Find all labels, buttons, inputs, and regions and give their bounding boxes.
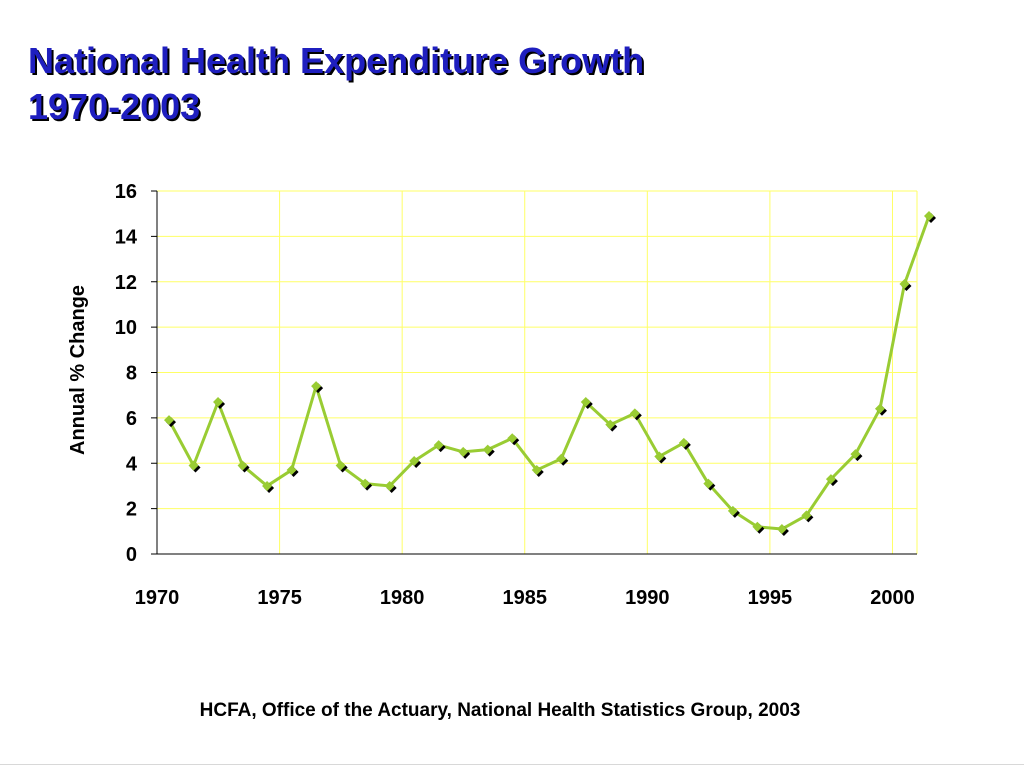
data-point <box>213 396 224 407</box>
x-tick-label: 2000 <box>870 587 915 609</box>
y-tick-label: 4 <box>126 453 138 475</box>
chart-axes <box>151 190 917 555</box>
data-point <box>678 437 689 448</box>
data-point <box>507 433 518 444</box>
chart-grid <box>157 190 918 554</box>
source-citation: HCFA, Office of the Actuary, National He… <box>199 700 801 721</box>
data-point <box>825 474 836 485</box>
y-tick-label: 14 <box>115 226 138 248</box>
chart-tick-labels: 0 2 4 6 8 10 12 14 16 1970 1975 1980 1985 1990 1995 200… <box>115 181 915 609</box>
slide-title-line-2: 1970-2003 <box>28 86 201 127</box>
x-tick-label: 1995 <box>748 587 793 609</box>
y-tick-label: 16 <box>115 181 137 203</box>
data-point <box>850 449 861 460</box>
bottom-divider <box>0 764 1024 765</box>
x-tick-label: 1970 <box>135 587 180 609</box>
line-chart: 0 2 4 6 8 10 12 14 16 1970 1975 1980 1985 1990 1995 200… <box>67 181 936 609</box>
data-point <box>286 465 297 476</box>
y-tick-label: 6 <box>126 408 137 430</box>
data-point <box>482 444 493 455</box>
data-point <box>801 510 812 521</box>
data-point <box>409 455 420 466</box>
x-tick-label: 1980 <box>380 587 425 609</box>
data-point <box>262 480 273 491</box>
data-point <box>556 453 567 464</box>
data-point <box>924 210 934 221</box>
data-point <box>605 419 616 430</box>
data-point <box>899 279 910 290</box>
x-tick-label: 1975 <box>257 587 302 609</box>
data-point <box>727 505 738 516</box>
data-point <box>311 381 322 392</box>
y-tick-label: 8 <box>126 363 137 385</box>
data-point <box>752 521 763 532</box>
chart-series <box>164 210 936 537</box>
series-line <box>167 215 931 531</box>
y-tick-label: 12 <box>115 272 137 294</box>
data-point <box>237 460 248 471</box>
data-point <box>188 460 199 471</box>
data-point <box>580 396 591 407</box>
slide-title-line-1: National Health Expenditure Growth <box>28 40 645 81</box>
data-point <box>776 524 787 535</box>
y-axis-label: Annual % Change <box>67 285 89 455</box>
data-point <box>335 460 346 471</box>
data-point <box>874 403 885 414</box>
y-tick-label: 10 <box>115 317 137 339</box>
slide-title: National Health Expenditure Growth 1970-… <box>28 38 644 130</box>
data-point <box>433 440 444 451</box>
y-tick-label: 2 <box>126 499 137 521</box>
data-point <box>654 451 665 462</box>
data-point <box>458 446 469 457</box>
x-tick-label: 1985 <box>502 587 547 609</box>
data-point <box>531 465 542 476</box>
data-point <box>703 478 714 489</box>
data-point <box>629 408 640 419</box>
data-point <box>164 415 174 426</box>
data-point <box>360 478 371 489</box>
y-tick-label: 0 <box>126 544 137 566</box>
data-point <box>384 480 395 491</box>
x-tick-label: 1990 <box>625 587 670 609</box>
